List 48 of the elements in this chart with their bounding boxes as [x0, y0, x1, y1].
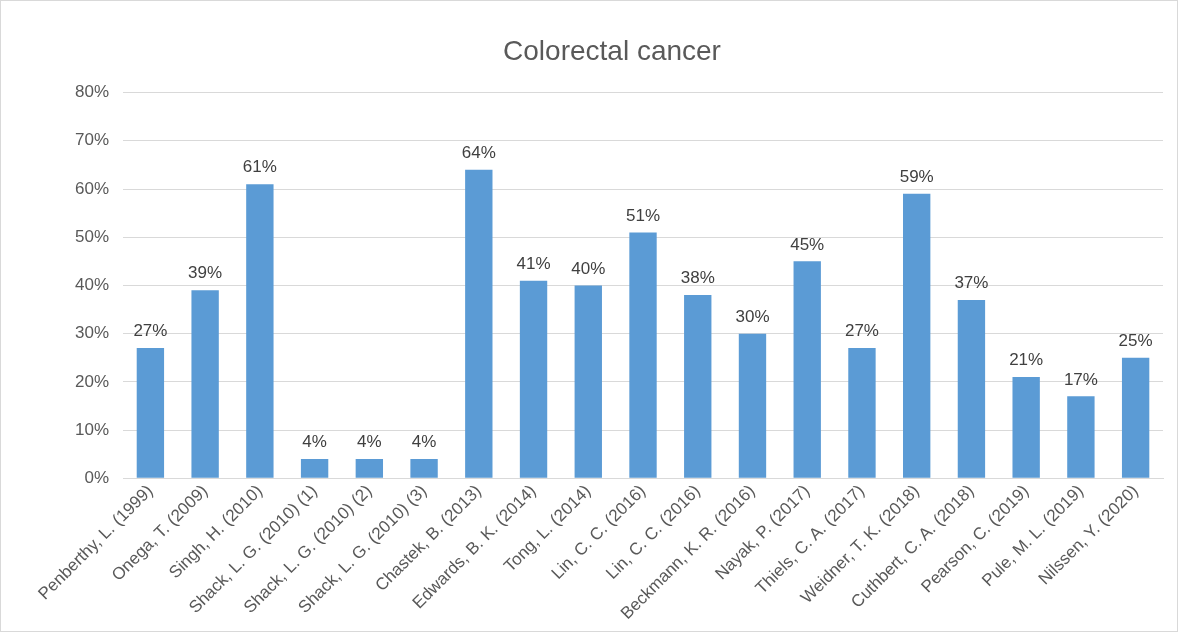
bar [574, 285, 602, 478]
data-label: 51% [626, 205, 661, 225]
data-label: 30% [735, 306, 770, 326]
bar [848, 348, 876, 478]
y-tick-label: 80% [74, 82, 110, 102]
data-label: 61% [242, 157, 277, 177]
data-label: 37% [954, 273, 989, 293]
data-label: 64% [461, 142, 496, 162]
y-tick-label: 50% [74, 226, 110, 246]
data-label: 40% [571, 258, 606, 278]
bar [246, 184, 274, 478]
bar [410, 459, 438, 478]
data-label: 17% [1063, 369, 1098, 389]
data-label: 4% [411, 432, 437, 452]
bar [300, 459, 329, 478]
data-label: 4% [302, 432, 327, 452]
data-label: 39% [188, 263, 223, 283]
bar [191, 290, 219, 478]
data-label: 38% [680, 268, 715, 288]
data-label: 4% [357, 432, 382, 452]
bar [465, 169, 493, 478]
data-label: 41% [516, 253, 551, 273]
bar [1012, 377, 1040, 478]
bar [957, 299, 986, 478]
data-label: 27% [844, 321, 879, 341]
y-tick-label: 40% [74, 275, 110, 295]
data-label: 25% [1118, 330, 1153, 350]
y-tick-label: 10% [74, 419, 110, 439]
data-label: 27% [133, 321, 168, 341]
bar [793, 261, 821, 478]
bar [1067, 396, 1095, 478]
y-tick-label: 60% [74, 178, 110, 198]
data-label: 45% [790, 234, 825, 254]
data-label: 21% [1009, 350, 1044, 370]
bar [355, 459, 384, 478]
bar [1121, 357, 1150, 478]
bar [136, 348, 165, 478]
bar [629, 232, 657, 478]
chart-title: Colorectal cancer [503, 34, 721, 66]
bar [738, 333, 767, 478]
bar [684, 295, 712, 478]
data-label: 59% [899, 167, 934, 187]
bar [903, 193, 931, 478]
y-tick-label: 30% [74, 323, 110, 343]
y-tick-label: 20% [74, 371, 110, 391]
bar [519, 280, 548, 478]
y-tick-label: 0% [84, 467, 110, 487]
y-tick-label: 70% [74, 130, 110, 150]
